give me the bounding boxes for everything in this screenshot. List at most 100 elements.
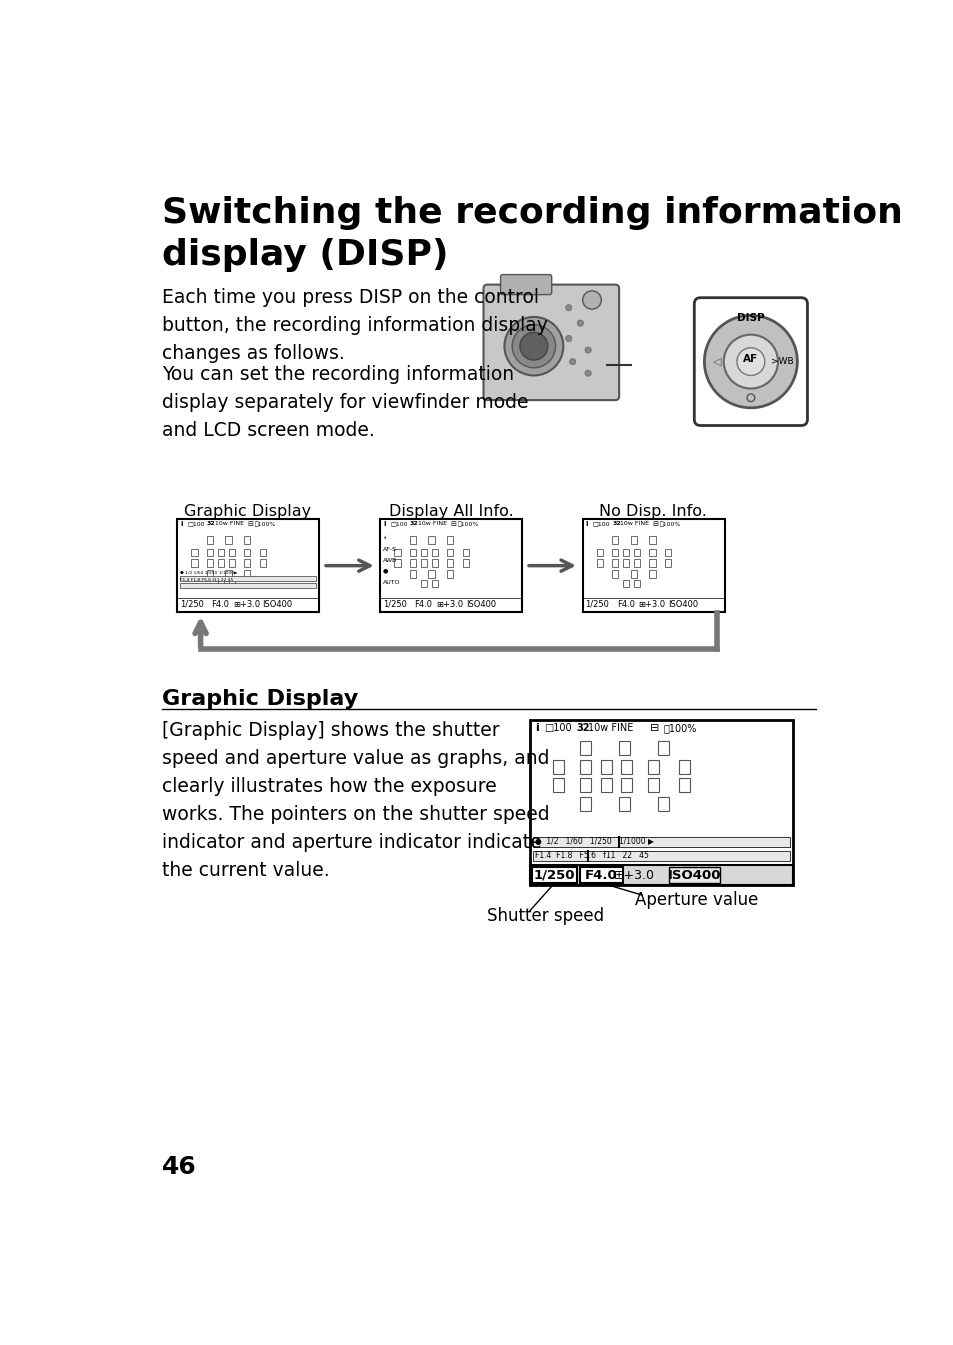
Text: 10w FINE: 10w FINE <box>587 722 633 733</box>
FancyBboxPatch shape <box>483 285 618 399</box>
Circle shape <box>723 335 778 389</box>
Bar <box>612 537 618 543</box>
Bar <box>649 570 655 577</box>
Text: ●  1/2   1/60   1/250   1/1000 ▶: ● 1/2 1/60 1/250 1/1000 ▶ <box>534 838 653 846</box>
Bar <box>447 570 453 577</box>
Bar <box>225 537 232 543</box>
Bar <box>431 560 437 566</box>
Bar <box>647 779 658 792</box>
Text: □100: □100 <box>187 521 205 526</box>
Bar <box>225 570 232 577</box>
Text: 10w FINE: 10w FINE <box>619 521 648 526</box>
Bar <box>259 560 266 566</box>
Bar <box>229 549 234 555</box>
Circle shape <box>512 324 555 367</box>
Bar <box>259 549 266 555</box>
Text: ISO400: ISO400 <box>465 600 496 608</box>
Bar <box>596 549 602 555</box>
Text: □100: □100 <box>390 521 408 526</box>
Text: 32: 32 <box>576 722 589 733</box>
Text: Shutter speed: Shutter speed <box>487 907 604 925</box>
Bar <box>649 560 655 566</box>
Text: ⊞+3.0: ⊞+3.0 <box>638 600 665 608</box>
Text: F1.4 F1.8 F5.6 f11 22 45: F1.4 F1.8 F5.6 f11 22 45 <box>180 578 233 582</box>
Bar <box>618 741 629 756</box>
Text: Each time you press DISP on the control
button, the recording information displa: Each time you press DISP on the control … <box>162 288 547 363</box>
Bar <box>582 519 723 612</box>
Bar <box>530 720 793 885</box>
Bar <box>600 760 612 773</box>
Text: 10w FINE: 10w FINE <box>214 521 243 526</box>
Bar <box>530 865 793 885</box>
Bar <box>207 570 213 577</box>
Text: No Disp. Info.: No Disp. Info. <box>598 504 706 519</box>
Bar <box>180 576 315 581</box>
Bar <box>207 549 213 555</box>
Text: ●: ● <box>382 569 388 574</box>
Text: ⬛100%: ⬛100% <box>662 722 696 733</box>
Bar <box>649 537 655 543</box>
Bar <box>217 580 224 586</box>
Text: ISO400: ISO400 <box>667 869 720 882</box>
Bar <box>533 850 790 861</box>
Bar <box>620 779 632 792</box>
Text: ◁: ◁ <box>713 356 721 367</box>
Text: ⊟: ⊟ <box>450 521 456 527</box>
Text: AWB: AWB <box>382 558 396 564</box>
Bar <box>679 779 689 792</box>
Bar <box>630 537 637 543</box>
Text: 1/250: 1/250 <box>534 869 575 882</box>
Circle shape <box>584 370 591 377</box>
Circle shape <box>565 335 571 342</box>
Bar <box>579 796 591 811</box>
Text: F4.0: F4.0 <box>617 600 634 608</box>
Circle shape <box>736 348 764 375</box>
Bar <box>679 760 689 773</box>
Bar <box>431 549 437 555</box>
Text: 1/250: 1/250 <box>179 600 203 608</box>
Text: i: i <box>383 521 386 527</box>
Text: 32: 32 <box>207 521 215 526</box>
Text: Aperture value: Aperture value <box>634 892 758 909</box>
Text: AF-S: AF-S <box>382 547 396 553</box>
Text: ⚡: ⚡ <box>382 537 387 542</box>
Circle shape <box>577 320 583 327</box>
Circle shape <box>703 315 797 408</box>
Bar <box>612 570 618 577</box>
Bar <box>532 868 577 882</box>
Text: Display All Info.: Display All Info. <box>388 504 513 519</box>
Bar <box>244 560 250 566</box>
Text: ⬛100%: ⬛100% <box>659 521 680 527</box>
Circle shape <box>565 304 571 311</box>
Text: AF: AF <box>742 354 758 364</box>
Bar <box>229 560 234 566</box>
Text: ⬛100%: ⬛100% <box>457 521 478 527</box>
Text: F4.0: F4.0 <box>212 600 230 608</box>
Bar <box>410 560 416 566</box>
Bar <box>410 549 416 555</box>
Text: i: i <box>180 521 183 527</box>
Text: >WB: >WB <box>770 358 792 366</box>
Bar <box>428 570 435 577</box>
Circle shape <box>582 291 600 309</box>
Text: You can set the recording information
display separately for viewfinder mode
and: You can set the recording information di… <box>162 366 528 440</box>
Bar <box>620 760 632 773</box>
Bar <box>658 741 668 756</box>
Text: ⊞+3.0: ⊞+3.0 <box>614 869 655 882</box>
Bar <box>630 570 637 577</box>
Circle shape <box>519 332 547 360</box>
Bar <box>447 537 453 543</box>
Text: AUTO: AUTO <box>382 580 400 585</box>
Bar <box>447 549 453 555</box>
Bar <box>612 560 618 566</box>
Bar <box>180 582 315 588</box>
Bar <box>647 760 658 773</box>
Bar <box>192 549 197 555</box>
Text: ⊟: ⊟ <box>652 521 658 527</box>
Text: 1/250: 1/250 <box>382 600 406 608</box>
Bar <box>410 570 416 577</box>
Bar <box>633 560 639 566</box>
Bar <box>612 549 618 555</box>
Bar <box>244 537 250 543</box>
Text: ISO400: ISO400 <box>262 600 293 608</box>
